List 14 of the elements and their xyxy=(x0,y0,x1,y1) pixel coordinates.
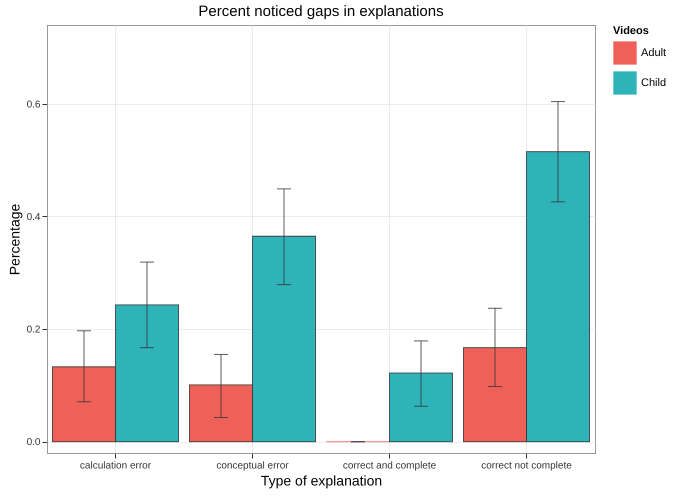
legend-label: Adult xyxy=(641,47,666,59)
chart-title: Percent noticed gaps in explanations xyxy=(198,3,444,20)
x-tick-label: conceptual error xyxy=(216,460,290,472)
legend-title: Videos xyxy=(613,25,649,37)
x-axis-title: Type of explanation xyxy=(260,472,382,488)
x-tick-label: correct and complete xyxy=(342,460,437,472)
legend-label: Child xyxy=(641,77,666,89)
x-tick-label: correct not complete xyxy=(481,460,572,472)
y-tick-label: 0.2 xyxy=(26,324,41,336)
y-tick-label: 0.4 xyxy=(26,212,41,223)
y-axis-title: Percentage xyxy=(6,203,23,276)
y-tick-label: 0.6 xyxy=(26,99,41,110)
y-tick-label: 0.0 xyxy=(26,437,41,448)
x-tick-label: calculation error xyxy=(80,460,152,472)
